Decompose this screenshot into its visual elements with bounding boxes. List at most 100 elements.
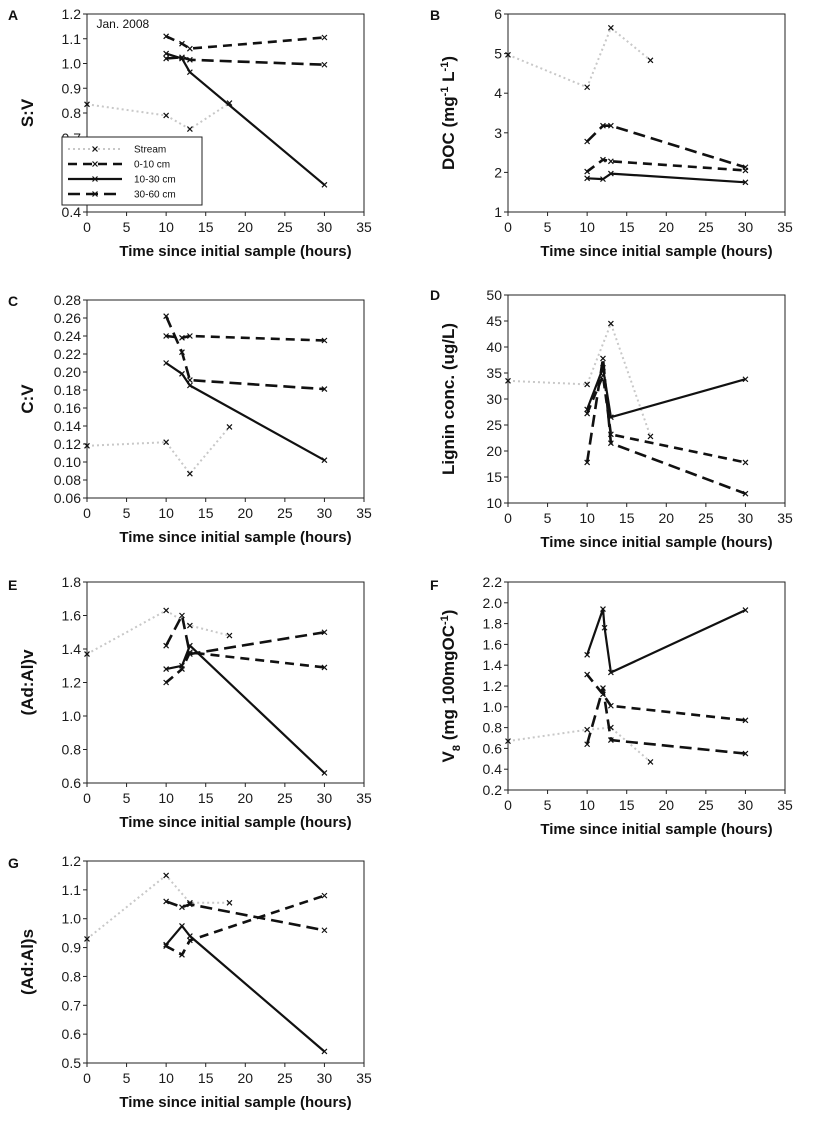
data-point — [321, 629, 328, 636]
data-point — [584, 726, 591, 733]
data-point — [742, 179, 749, 186]
data-point — [186, 470, 193, 477]
data-point — [321, 457, 328, 464]
x-tick-label: 25 — [698, 797, 714, 813]
series-line-0-10-cm — [585, 374, 746, 464]
data-point — [584, 381, 591, 388]
y-axis-label: DOC (mg-1 L-1) — [439, 56, 458, 170]
x-tick-label: 25 — [277, 219, 293, 235]
x-tick-label: 30 — [738, 219, 754, 235]
x-axis-label: Time since initial sample (hours) — [540, 534, 772, 551]
y-tick-label: 5 — [494, 46, 502, 62]
data-point — [505, 377, 511, 384]
panel-label: E — [8, 577, 17, 593]
series-line-stream — [507, 26, 652, 89]
x-tick-label: 35 — [356, 790, 372, 806]
data-point — [584, 175, 591, 182]
plot-frame — [86, 299, 365, 499]
data-point — [321, 386, 328, 393]
data-point — [179, 662, 185, 669]
data-point — [607, 170, 614, 177]
x-axis-label: Time since initial sample (hours) — [119, 814, 351, 831]
y-tick-label: 6 — [494, 6, 502, 22]
data-point — [607, 122, 614, 129]
y-tick-label: 0.6 — [62, 775, 82, 791]
x-tick-label: 5 — [123, 1070, 131, 1086]
x-axis-label: Time since initial sample (hours) — [540, 243, 772, 260]
x-tick-label: 10 — [158, 219, 174, 235]
series-line-30-60-cm — [586, 124, 746, 169]
data-point — [584, 406, 591, 413]
y-tick-label: 50 — [486, 287, 502, 303]
data-point — [607, 24, 614, 31]
panel-f: 0.2 0.4 0.6 0.8 1.0 1.2 1.4 1.6 1.8 2.0 2.2 0 5 10 15 2… — [430, 574, 793, 838]
x-tick-label: 25 — [698, 510, 714, 526]
data-point — [321, 61, 328, 68]
y-tick-label: 0.10 — [54, 454, 81, 470]
y-tick-label: 1.1 — [62, 31, 82, 47]
y-tick-label: 1.2 — [483, 678, 503, 694]
x-tick-label: 35 — [777, 219, 793, 235]
panel-e: 0.6 0.8 1.0 1.2 1.4 1.6 1.8 0 5 10 15 20 25 30 35 Time … — [8, 574, 372, 831]
x-tick-label: 5 — [123, 219, 131, 235]
data-point — [584, 138, 591, 145]
x-tick-label: 20 — [658, 797, 674, 813]
y-tick-label: 1.0 — [62, 708, 82, 724]
x-tick-label: 30 — [738, 510, 754, 526]
x-tick-label: 20 — [237, 219, 253, 235]
data-point — [321, 181, 328, 188]
data-point — [186, 901, 193, 908]
x-tick-label: 20 — [237, 790, 253, 806]
y-axis-label: V8 (mg 100mgOC-1) — [439, 610, 463, 763]
x-axis-label: Time since initial sample (hours) — [119, 243, 351, 260]
x-tick-label: 35 — [356, 1070, 372, 1086]
y-tick-label: 2.2 — [483, 574, 503, 590]
data-point — [600, 355, 606, 362]
legend-box — [61, 136, 203, 206]
x-tick-label: 35 — [777, 797, 793, 813]
x-tick-label: 5 — [123, 790, 131, 806]
data-point — [742, 490, 749, 497]
y-tick-label: 0.22 — [54, 346, 81, 362]
legend-marker — [92, 146, 98, 152]
data-point — [584, 741, 591, 748]
y-tick-label: 40 — [486, 339, 502, 355]
y-tick-label: 0.4 — [483, 761, 503, 777]
y-tick-label: 1.2 — [62, 675, 82, 691]
data-point — [163, 666, 170, 673]
data-point — [321, 34, 328, 41]
y-tick-label: 1.0 — [62, 911, 82, 927]
x-tick-label: 0 — [504, 219, 512, 235]
data-point — [321, 337, 328, 344]
x-tick-label: 30 — [317, 790, 333, 806]
data-point — [179, 54, 185, 61]
data-point — [179, 951, 185, 958]
data-point — [163, 642, 170, 649]
data-point — [321, 927, 328, 934]
x-axis-label: Time since initial sample (hours) — [119, 1094, 351, 1111]
x-tick-label: 0 — [83, 790, 91, 806]
data-point — [179, 923, 185, 929]
series-line-10-30-cm — [165, 644, 326, 774]
y-tick-label: 35 — [486, 365, 502, 381]
data-point — [186, 69, 193, 76]
data-point — [607, 702, 614, 709]
legend-label: 30-60 cm — [134, 190, 176, 201]
panel-b: 1 2 3 4 5 6 0 5 10 15 20 25 30 35 Time since initial s… — [430, 6, 793, 260]
data-point — [186, 382, 193, 389]
y-tick-label: 0.12 — [54, 436, 81, 452]
y-tick-label: 0.20 — [54, 364, 81, 380]
x-tick-label: 30 — [738, 797, 754, 813]
x-tick-label: 10 — [579, 797, 595, 813]
x-tick-label: 10 — [579, 219, 595, 235]
x-tick-label: 20 — [237, 1070, 253, 1086]
y-tick-label: 15 — [486, 469, 502, 485]
data-point — [163, 607, 170, 614]
data-point — [186, 45, 193, 52]
x-tick-label: 5 — [544, 510, 552, 526]
data-point — [84, 935, 90, 942]
x-tick-label: 15 — [198, 219, 214, 235]
data-point — [163, 313, 170, 320]
data-point — [742, 164, 749, 171]
panel-label: G — [8, 855, 19, 871]
